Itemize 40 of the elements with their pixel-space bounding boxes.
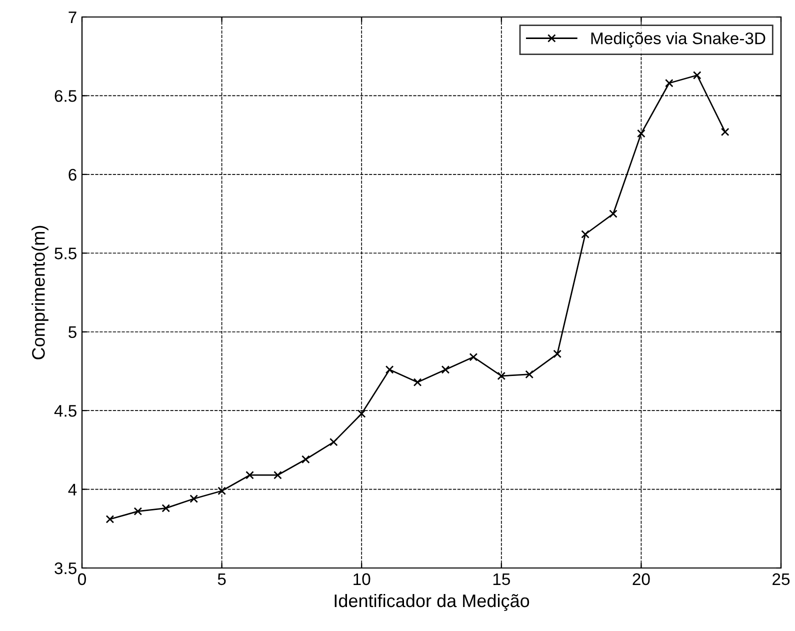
point	[106, 515, 114, 524]
y-tick-label: 4	[68, 484, 77, 496]
point	[581, 230, 590, 238]
point	[329, 438, 338, 446]
point	[720, 128, 730, 136]
point	[637, 129, 646, 138]
point	[664, 78, 674, 88]
point	[553, 350, 562, 358]
point	[525, 370, 534, 379]
x-tick-label: 25	[772, 573, 790, 586]
x-axis-title: Identificador da Medição	[334, 594, 530, 611]
x-tick-label: 10	[354, 573, 370, 586]
x-tick-label: 5	[218, 573, 226, 586]
point	[162, 504, 170, 512]
point	[218, 486, 226, 496]
point	[469, 352, 478, 362]
point	[497, 372, 506, 380]
point	[357, 410, 366, 418]
y-axis-title: Comprimento(m)	[32, 226, 48, 360]
x-tick-label: 15	[493, 573, 510, 586]
point	[385, 365, 394, 374]
y-tick-label: 5.5	[54, 248, 76, 260]
point	[274, 470, 282, 480]
point	[246, 470, 254, 480]
x-tick-label: 20	[632, 573, 650, 586]
point	[413, 378, 422, 386]
x-tick-label: 0	[78, 573, 86, 586]
y-tick-label: 6	[68, 168, 76, 181]
point	[441, 365, 450, 374]
legend-label: Medições via Snake-3D	[591, 32, 766, 48]
y-tick-label: 4.5	[54, 405, 76, 417]
y-tick-label: 5	[68, 326, 76, 338]
y-tick-label: 3.5	[54, 562, 76, 574]
point	[609, 210, 618, 218]
y-tick-label: 7	[68, 12, 76, 24]
point	[692, 71, 702, 80]
point	[190, 494, 198, 503]
y-tick-label: 6.5	[54, 90, 76, 102]
point	[134, 507, 142, 516]
point	[302, 455, 310, 464]
